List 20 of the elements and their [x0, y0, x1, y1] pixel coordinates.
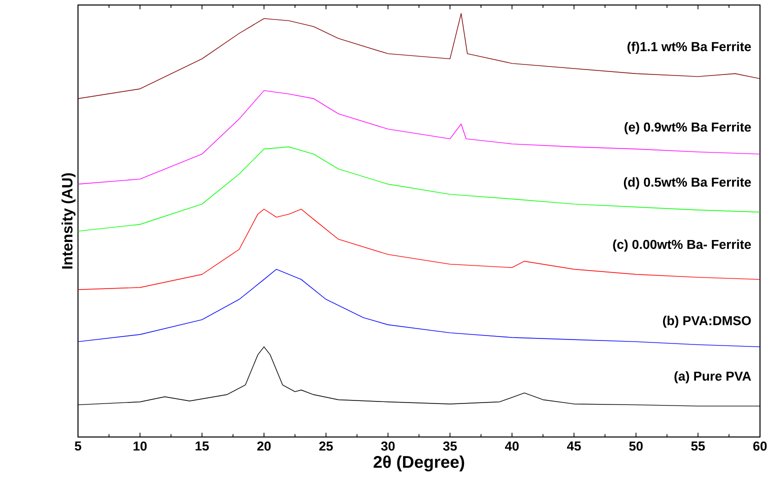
x-tick-label: 15	[196, 442, 209, 451]
series-label: (d) 0.5wt% Ba Ferrite	[624, 177, 751, 190]
y-axis-title: Intensity (AU)	[62, 173, 76, 269]
x-tick-label: 50	[629, 442, 643, 451]
series-label: (b) PVA:DMSO	[663, 316, 751, 328]
x-tick-label: 25	[319, 442, 333, 451]
x-tick-label: 20	[257, 442, 271, 451]
series-label: (e) 0.9wt% Ba Ferrite	[624, 122, 751, 134]
x-tick-label: 45	[567, 442, 581, 451]
x-tick-label: 55	[691, 442, 705, 451]
x-tick-label: 5	[74, 442, 82, 451]
x-axis-title: 2θ (Degree)	[374, 456, 464, 472]
series-label: (a) Pure PVA	[674, 371, 752, 384]
x-tick-label: 40	[505, 442, 519, 451]
x-tick-label: 35	[443, 442, 457, 451]
x-tick-label: 30	[381, 442, 395, 451]
series-label: (f)1.1 wt% Ba Ferrite	[628, 42, 751, 54]
x-tick-label: 60	[753, 442, 767, 451]
series-label: (c) 0.00wt% Ba- Ferrite	[613, 239, 751, 252]
x-tick-label: 10	[134, 442, 147, 451]
